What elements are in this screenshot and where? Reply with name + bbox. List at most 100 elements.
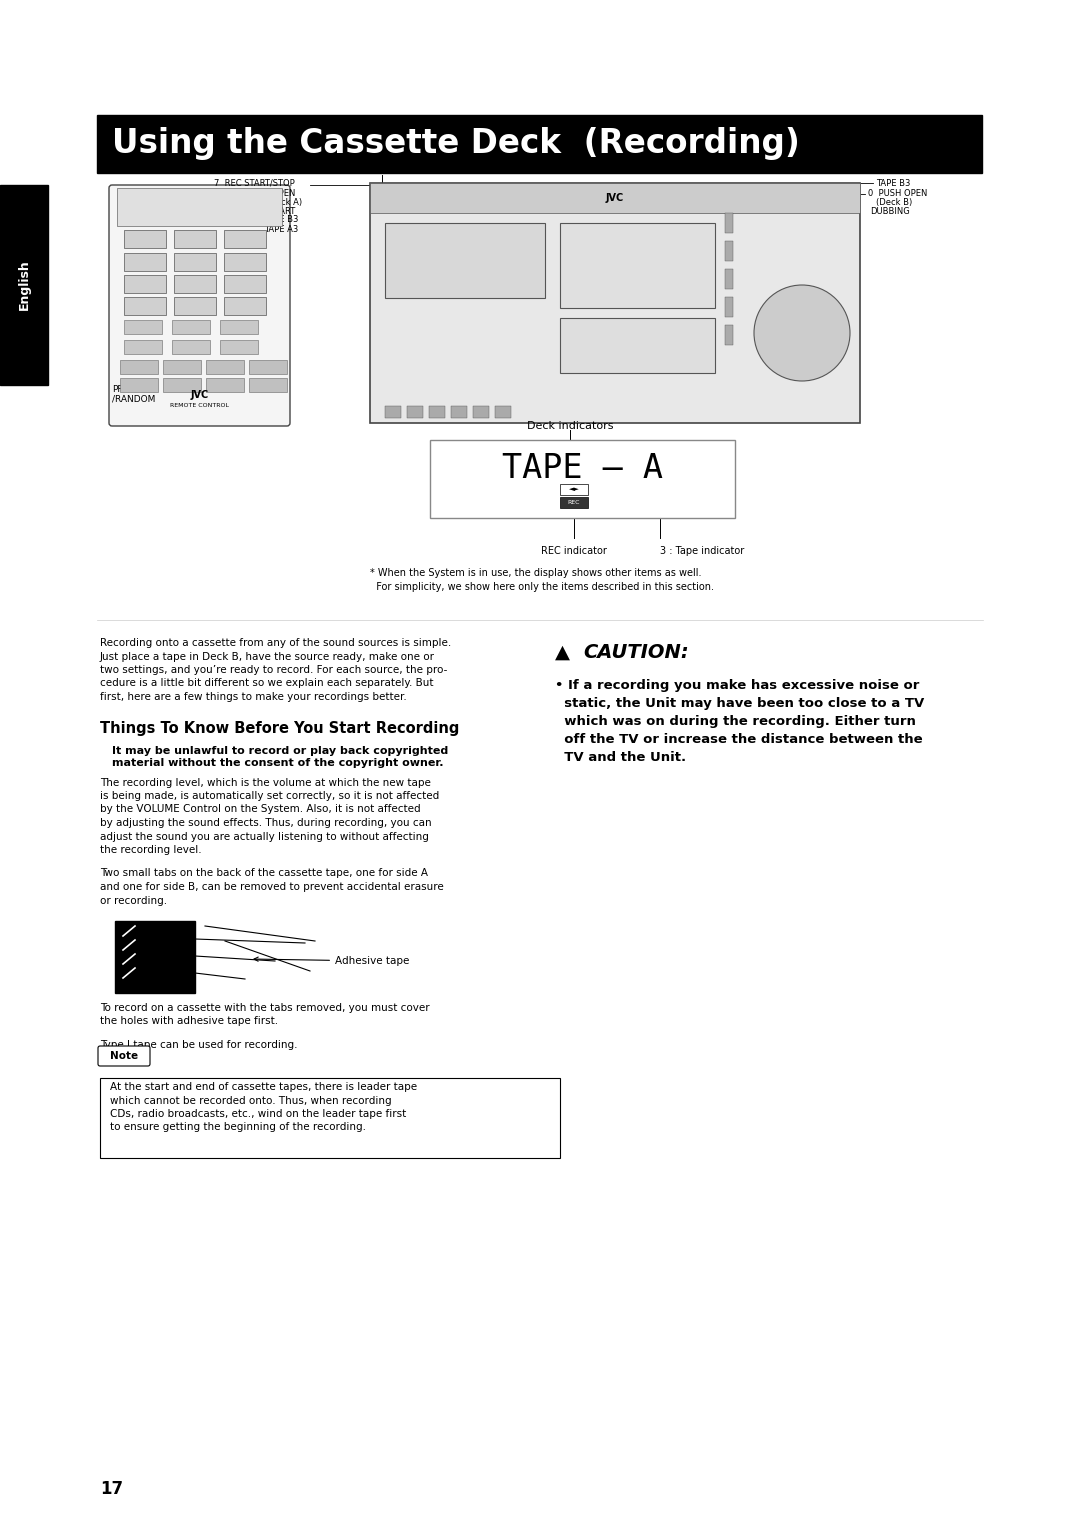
Bar: [220, 341, 258, 354]
Text: Using the Cassette Deck  (Recording): Using the Cassette Deck (Recording): [112, 127, 800, 160]
Text: DUBBING: DUBBING: [870, 208, 909, 217]
Bar: [249, 377, 287, 393]
Bar: [124, 296, 166, 315]
Bar: [174, 231, 216, 248]
Text: TAPE A3: TAPE A3: [269, 168, 303, 177]
Bar: [220, 319, 258, 335]
Text: the recording level.: the recording level.: [100, 845, 202, 856]
Text: is being made, is automatically set correctly, so it is not affected: is being made, is automatically set corr…: [100, 792, 440, 801]
Bar: [114, 921, 195, 993]
Text: TAPE A3: TAPE A3: [264, 225, 298, 234]
Text: 0  PUSH OPEN: 0 PUSH OPEN: [235, 189, 295, 199]
Bar: [172, 341, 210, 354]
Text: JVC: JVC: [606, 193, 624, 203]
Text: Note: Note: [110, 1051, 138, 1060]
Bar: [561, 223, 715, 309]
Text: At the start and end of cassette tapes, there is leader tape: At the start and end of cassette tapes, …: [110, 1082, 417, 1093]
Bar: [124, 275, 166, 293]
Text: The recording level, which is the volume at which the new tape: The recording level, which is the volume…: [100, 778, 431, 787]
Bar: [384, 223, 545, 298]
Bar: [124, 231, 166, 248]
Bar: [725, 212, 733, 232]
Text: first, here are a few things to make your recordings better.: first, here are a few things to make you…: [100, 692, 407, 701]
Bar: [206, 377, 244, 393]
Bar: [725, 325, 733, 345]
Bar: [495, 406, 511, 419]
Text: TAPE B3: TAPE B3: [876, 179, 910, 188]
Text: CD REC START: CD REC START: [234, 206, 295, 215]
Text: or recording.: or recording.: [100, 895, 167, 906]
Bar: [384, 406, 401, 419]
Bar: [124, 319, 162, 335]
Text: TAPE B3: TAPE B3: [264, 215, 298, 225]
Text: Adhesive tape: Adhesive tape: [254, 957, 409, 966]
Text: to ensure getting the beginning of the recording.: to ensure getting the beginning of the r…: [110, 1123, 366, 1132]
Text: the holes with adhesive tape first.: the holes with adhesive tape first.: [100, 1016, 279, 1027]
Text: CAUTION:: CAUTION:: [583, 643, 689, 662]
Text: /RANDOM: /RANDOM: [112, 396, 156, 403]
Text: 7: 7: [876, 168, 881, 177]
Bar: [163, 361, 201, 374]
Text: Type I tape can be used for recording.: Type I tape can be used for recording.: [100, 1041, 297, 1050]
Bar: [163, 377, 201, 393]
FancyBboxPatch shape: [109, 185, 291, 426]
Bar: [370, 183, 860, 212]
Bar: [429, 406, 445, 419]
Text: To record on a cassette with the tabs removed, you must cover: To record on a cassette with the tabs re…: [100, 1002, 430, 1013]
Circle shape: [754, 286, 850, 380]
Text: ▲: ▲: [555, 643, 570, 662]
Bar: [224, 231, 266, 248]
Bar: [407, 406, 423, 419]
Text: English: English: [17, 260, 30, 310]
Text: ◄►: ◄►: [569, 486, 579, 492]
Text: For simplicity, we show here only the items described in this section.: For simplicity, we show here only the it…: [370, 582, 714, 591]
Text: Recording onto a cassette from any of the sound sources is simple.: Recording onto a cassette from any of th…: [100, 639, 451, 648]
Text: 17: 17: [100, 1481, 123, 1497]
Bar: [224, 296, 266, 315]
Text: * When the System is in use, the display shows other items as well.: * When the System is in use, the display…: [370, 568, 702, 578]
Text: JVC: JVC: [190, 390, 208, 400]
Text: It may be unlawful to record or play back copyrighted: It may be unlawful to record or play bac…: [112, 746, 448, 755]
Text: REMOTE CONTROL: REMOTE CONTROL: [170, 403, 229, 408]
Text: (Deck A): (Deck A): [266, 197, 302, 206]
Bar: [0, 185, 48, 385]
Text: which cannot be recorded onto. Thus, when recording: which cannot be recorded onto. Thus, whe…: [110, 1096, 392, 1105]
Text: cedure is a little bit different so we explain each separately. But: cedure is a little bit different so we e…: [100, 678, 433, 689]
Bar: [100, 1077, 561, 1158]
Bar: [451, 406, 467, 419]
Bar: [725, 241, 733, 261]
Bar: [120, 361, 158, 374]
Bar: [725, 269, 733, 289]
Bar: [430, 440, 735, 518]
Text: 3 : Tape indicator: 3 : Tape indicator: [660, 545, 744, 556]
Bar: [473, 406, 489, 419]
Bar: [561, 318, 715, 373]
Bar: [725, 296, 733, 316]
Text: by adjusting the sound effects. Thus, during recording, you can: by adjusting the sound effects. Thus, du…: [100, 817, 432, 828]
Bar: [124, 341, 162, 354]
Bar: [561, 484, 588, 495]
Text: by the VOLUME Control on the System. Also, it is not affected: by the VOLUME Control on the System. Als…: [100, 805, 420, 814]
Text: • If a recording you make has excessive noise or: • If a recording you make has excessive …: [555, 678, 919, 692]
Text: TAPE A3: TAPE A3: [364, 160, 401, 170]
Bar: [206, 361, 244, 374]
Bar: [561, 497, 588, 507]
Text: static, the Unit may have been too close to a TV: static, the Unit may have been too close…: [555, 697, 924, 711]
Text: PROGRAM: PROGRAM: [112, 385, 158, 394]
Text: Things To Know Before You Start Recording: Things To Know Before You Start Recordin…: [100, 721, 459, 736]
Text: TAPE – A: TAPE – A: [502, 451, 663, 484]
Bar: [97, 115, 982, 173]
Bar: [249, 361, 287, 374]
Text: REC indicator: REC indicator: [541, 545, 607, 556]
Text: and one for side B, can be removed to prevent accidental erasure: and one for side B, can be removed to pr…: [100, 882, 444, 892]
Bar: [224, 254, 266, 270]
Text: 0  PUSH OPEN: 0 PUSH OPEN: [868, 189, 928, 199]
Bar: [224, 275, 266, 293]
Bar: [124, 254, 166, 270]
Text: material without the consent of the copyright owner.: material without the consent of the copy…: [112, 758, 444, 769]
Text: (Deck B): (Deck B): [876, 199, 913, 208]
Bar: [120, 377, 158, 393]
Text: Just place a tape in Deck B, have the source ready, make one or: Just place a tape in Deck B, have the so…: [100, 651, 435, 662]
Text: 7  REC START/STOP: 7 REC START/STOP: [214, 179, 295, 188]
Text: TV and the Unit.: TV and the Unit.: [555, 750, 686, 764]
